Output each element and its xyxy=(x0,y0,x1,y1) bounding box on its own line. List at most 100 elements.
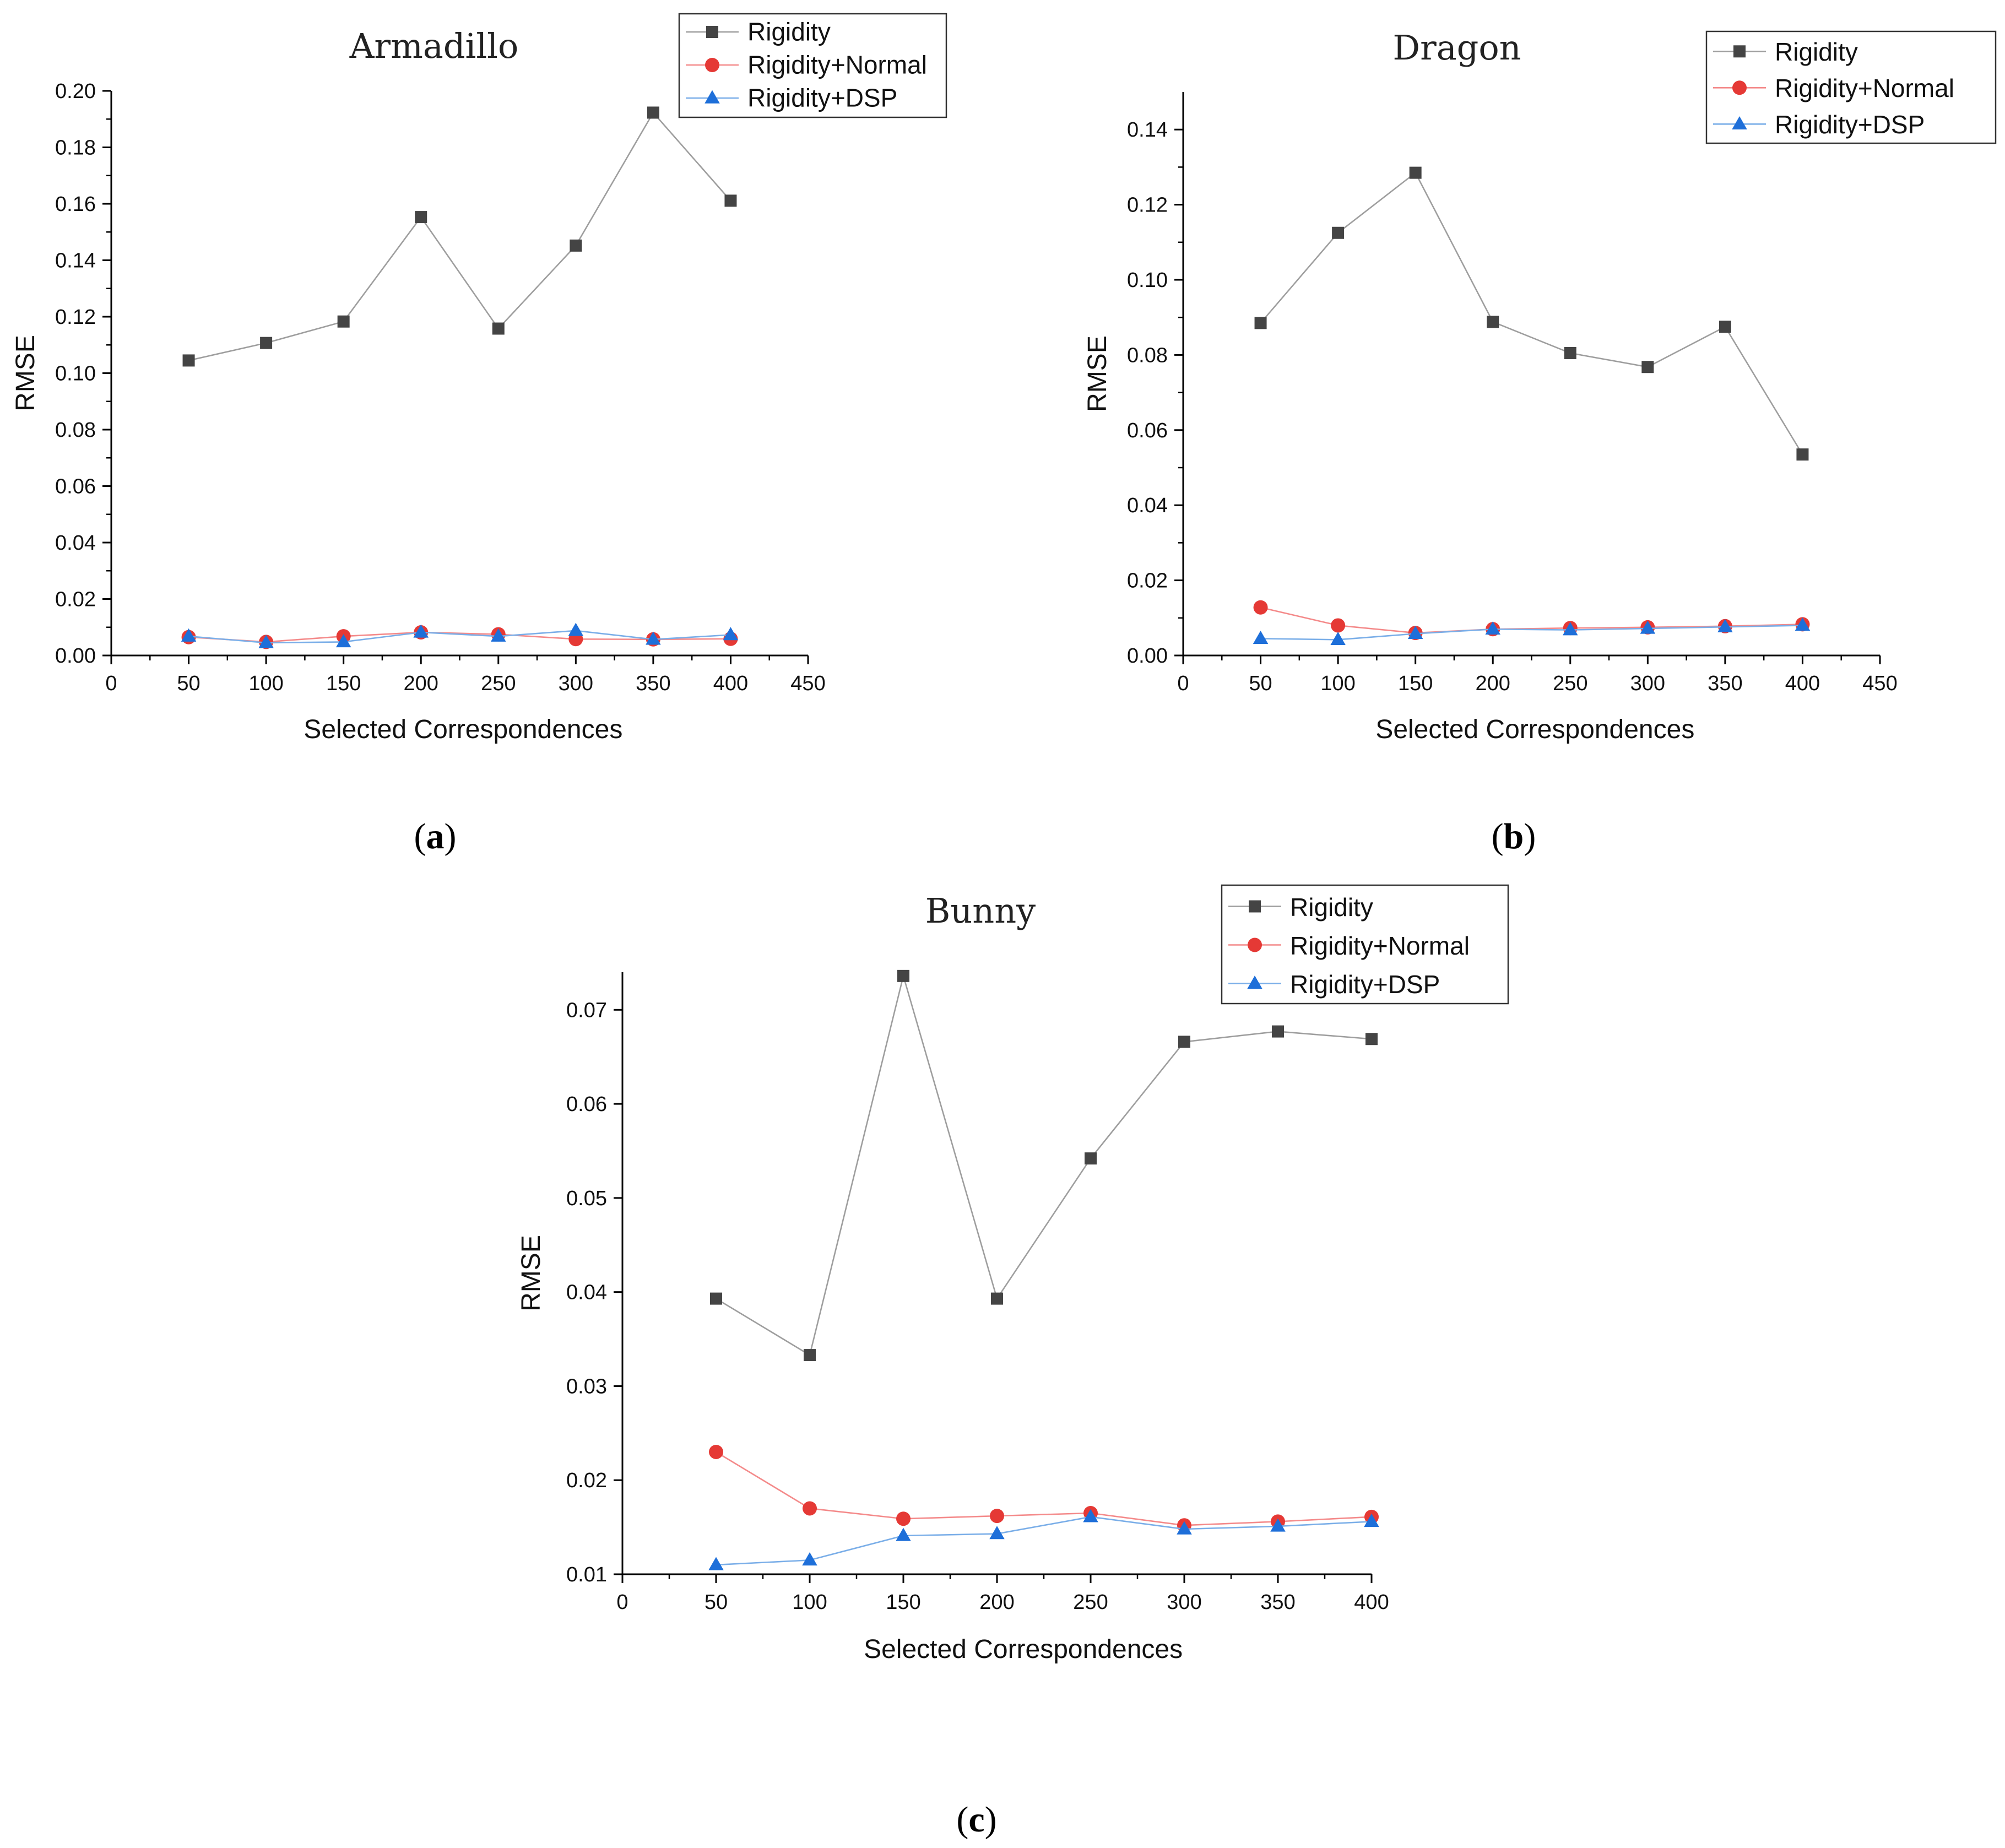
chart-panel-b: 0 50 100 150 200 250 300 350 400 450 0.00 0.02 0.04 0… xyxy=(1083,28,1997,857)
series-line-rigidity-dsp xyxy=(1260,625,1803,641)
data-point xyxy=(1253,600,1268,615)
x-axis-title: Selected Correspondences xyxy=(304,715,622,744)
x-tick-label: 400 xyxy=(1354,1591,1389,1614)
x-tick-label: 350 xyxy=(1708,672,1742,695)
x-tick-label: 400 xyxy=(713,672,748,695)
x-tick-label: 50 xyxy=(177,672,200,695)
data-point xyxy=(1330,632,1346,646)
series-line-rigidity xyxy=(188,111,731,361)
data-point xyxy=(1640,620,1656,634)
legend-label: Rigidity+Normal xyxy=(747,50,927,79)
y-tick-label: 0.02 xyxy=(55,588,96,611)
x-tick-label: 100 xyxy=(792,1591,827,1614)
panel-label: (a) xyxy=(414,816,457,857)
data-point xyxy=(804,1349,816,1362)
data-point xyxy=(1717,619,1733,632)
x-tick-label: 200 xyxy=(1476,672,1510,695)
x-axis-title: Selected Correspondences xyxy=(1375,715,1694,744)
chart-panel-a: 0 50 100 150 200 250 300 350 400 450 0.00 0.02 0.04 0… xyxy=(11,13,947,857)
data-point xyxy=(335,634,351,648)
data-point xyxy=(896,1527,911,1541)
legend-marker xyxy=(1732,116,1747,130)
legend-marker xyxy=(1249,900,1261,913)
panel-label-close: ) xyxy=(445,816,457,857)
panel-label-letter: c xyxy=(968,1800,984,1840)
data-point xyxy=(708,1557,724,1570)
data-point xyxy=(710,1292,722,1305)
data-point xyxy=(724,194,737,207)
y-tick-label: 0.04 xyxy=(1127,494,1168,517)
data-point xyxy=(1485,621,1500,635)
x-tick-label: 100 xyxy=(248,672,283,695)
data-point xyxy=(1364,1514,1379,1527)
legend-label: Rigidity+Normal xyxy=(1290,931,1470,960)
legend-marker xyxy=(1732,80,1747,95)
y-tick-label: 0.10 xyxy=(55,362,96,386)
x-tick-label: 150 xyxy=(326,672,361,695)
x-tick-label: 50 xyxy=(1249,672,1272,695)
x-axis-title: Selected Correspondences xyxy=(864,1635,1183,1664)
data-point xyxy=(1270,1518,1286,1532)
legend-label: Rigidity+DSP xyxy=(747,83,897,112)
data-point xyxy=(182,354,195,367)
series-line-rigidity xyxy=(716,973,1372,1357)
data-point xyxy=(1641,361,1654,373)
y-tick-label: 0.02 xyxy=(1127,570,1168,593)
data-point xyxy=(1083,1509,1098,1522)
y-tick-label: 0.08 xyxy=(1127,344,1168,367)
data-point xyxy=(1253,630,1269,644)
y-axis-title: RMSE xyxy=(1083,335,1112,412)
legend-label: Rigidity xyxy=(1775,37,1858,66)
x-tick-label: 350 xyxy=(1260,1591,1295,1614)
legend-label: Rigidity+DSP xyxy=(1775,110,1925,139)
data-point xyxy=(1177,1521,1192,1535)
x-tick-label: 50 xyxy=(705,1591,728,1614)
data-point xyxy=(723,627,739,641)
legend-label: Rigidity xyxy=(747,17,831,46)
data-point xyxy=(897,969,909,982)
x-tick-label: 150 xyxy=(886,1591,920,1614)
x-tick-label: 200 xyxy=(979,1591,1014,1614)
y-tick-label: 0.04 xyxy=(566,1281,607,1304)
data-point xyxy=(337,315,350,328)
data-point xyxy=(802,1552,817,1566)
y-tick-label: 0.00 xyxy=(55,644,96,668)
series-line-rigidity-normal xyxy=(188,631,731,643)
y-tick-label: 0.06 xyxy=(55,475,96,498)
x-tick-label: 450 xyxy=(790,672,825,695)
legend: Rigidity Rigidity+Normal Rigidity+DSP xyxy=(1221,884,1509,1005)
chart-panel-c: 0 50 100 150 200 250 300 350 400 0.01 0.02 0.03 0.04… xyxy=(517,884,1509,1840)
data-point xyxy=(709,1444,723,1459)
x-tick-label: 0 xyxy=(616,1591,628,1614)
data-point xyxy=(413,624,429,638)
x-tick-label: 450 xyxy=(1862,672,1897,695)
x-tick-label: 300 xyxy=(1167,1591,1201,1614)
data-point xyxy=(570,239,582,252)
legend-label: Rigidity+DSP xyxy=(1290,970,1440,999)
panel-label-open: ( xyxy=(1492,816,1504,857)
y-tick-label: 0.06 xyxy=(566,1093,607,1116)
data-point xyxy=(896,1511,911,1526)
y-axis-title: RMSE xyxy=(11,335,40,411)
panel-label-letter: a xyxy=(426,816,445,857)
data-point xyxy=(260,337,273,349)
panel-label: (b) xyxy=(1492,816,1536,857)
legend-marker xyxy=(705,58,719,72)
x-tick-label: 250 xyxy=(1553,672,1587,695)
data-point xyxy=(991,1292,1003,1305)
y-tick-label: 0.01 xyxy=(566,1563,607,1586)
data-point xyxy=(1332,226,1345,239)
data-point xyxy=(568,622,584,636)
panel-label-open: ( xyxy=(414,816,426,857)
y-tick-label: 0.03 xyxy=(566,1375,607,1398)
data-point xyxy=(1409,166,1422,179)
y-tick-label: 0.12 xyxy=(55,306,96,329)
data-point xyxy=(1331,618,1346,633)
x-tick-label: 250 xyxy=(1073,1591,1108,1614)
y-tick-label: 0.07 xyxy=(566,999,607,1022)
panel-label-open: ( xyxy=(956,1800,968,1840)
series-line-rigidity-dsp xyxy=(716,1516,1372,1566)
x-tick-label: 300 xyxy=(559,672,593,695)
x-tick-label: 0 xyxy=(105,672,117,695)
x-tick-label: 200 xyxy=(404,672,438,695)
